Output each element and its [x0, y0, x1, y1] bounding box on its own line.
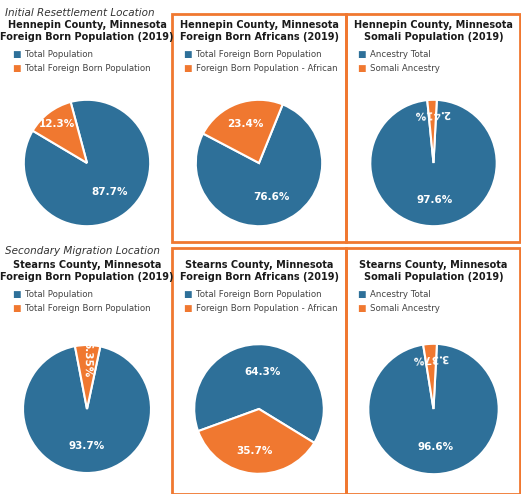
Text: ■: ■: [12, 290, 20, 299]
Text: ■: ■: [357, 304, 366, 313]
Text: 2.41%: 2.41%: [414, 108, 451, 119]
Text: ■: ■: [357, 50, 366, 59]
Text: Somali Population (2019): Somali Population (2019): [364, 32, 503, 42]
Wedge shape: [196, 104, 322, 226]
Text: Hennepin County, Minnesota: Hennepin County, Minnesota: [180, 20, 339, 30]
Text: ■: ■: [357, 290, 366, 299]
Text: 93.7%: 93.7%: [68, 441, 105, 451]
Text: Total Foreign Born Population: Total Foreign Born Population: [196, 50, 321, 59]
Wedge shape: [33, 102, 87, 163]
Wedge shape: [370, 100, 497, 226]
Text: Ancestry Total: Ancestry Total: [370, 290, 431, 299]
Text: 3.37%: 3.37%: [412, 352, 449, 364]
Wedge shape: [427, 100, 437, 163]
Text: Hennepin County, Minnesota: Hennepin County, Minnesota: [354, 20, 513, 30]
Text: Somali Ancestry: Somali Ancestry: [370, 64, 440, 73]
Text: Secondary Migration Location: Secondary Migration Location: [5, 246, 160, 256]
Text: Foreign Born Population - African: Foreign Born Population - African: [196, 304, 338, 313]
Text: 87.7%: 87.7%: [91, 187, 127, 197]
Wedge shape: [75, 345, 101, 409]
Text: Stearns County, Minnesota: Stearns County, Minnesota: [13, 260, 161, 270]
Text: Total Foreign Born Population: Total Foreign Born Population: [25, 64, 151, 73]
Text: Foreign Born Population (2019): Foreign Born Population (2019): [0, 32, 173, 42]
Text: 35.7%: 35.7%: [237, 446, 273, 456]
Text: Foreign Born Population (2019): Foreign Born Population (2019): [0, 272, 173, 282]
Text: Initial Resettlement Location: Initial Resettlement Location: [5, 8, 155, 18]
Wedge shape: [368, 344, 499, 474]
Text: 97.6%: 97.6%: [416, 195, 452, 205]
Text: Somali Ancestry: Somali Ancestry: [370, 304, 440, 313]
Text: ■: ■: [183, 64, 192, 73]
Text: Hennepin County, Minnesota: Hennepin County, Minnesota: [8, 20, 166, 30]
Text: 64.3%: 64.3%: [244, 367, 281, 376]
Text: 6.35%: 6.35%: [82, 341, 93, 377]
Text: Total Foreign Born Population: Total Foreign Born Population: [25, 304, 151, 313]
Text: ■: ■: [183, 304, 192, 313]
Text: Stearns County, Minnesota: Stearns County, Minnesota: [359, 260, 507, 270]
Text: Total Population: Total Population: [25, 290, 93, 299]
Text: ■: ■: [183, 50, 192, 59]
Text: Ancestry Total: Ancestry Total: [370, 50, 431, 59]
Text: Total Foreign Born Population: Total Foreign Born Population: [196, 290, 321, 299]
Text: ■: ■: [12, 50, 20, 59]
Wedge shape: [194, 344, 324, 443]
Text: Foreign Born Population - African: Foreign Born Population - African: [196, 64, 338, 73]
Text: ■: ■: [12, 304, 20, 313]
Text: ■: ■: [12, 64, 20, 73]
Wedge shape: [24, 100, 150, 226]
Wedge shape: [198, 409, 314, 474]
Text: Foreign Born Africans (2019): Foreign Born Africans (2019): [180, 32, 339, 42]
Text: ■: ■: [357, 64, 366, 73]
Text: Somali Population (2019): Somali Population (2019): [364, 272, 503, 282]
Text: 96.6%: 96.6%: [417, 442, 454, 452]
Text: 12.3%: 12.3%: [39, 119, 76, 129]
Wedge shape: [423, 344, 437, 409]
Wedge shape: [203, 100, 283, 163]
Text: 23.4%: 23.4%: [227, 120, 263, 129]
Text: ■: ■: [183, 290, 192, 299]
Text: 76.6%: 76.6%: [253, 193, 290, 203]
Wedge shape: [23, 346, 151, 473]
Text: Total Population: Total Population: [25, 50, 93, 59]
Text: Stearns County, Minnesota: Stearns County, Minnesota: [185, 260, 333, 270]
Text: Foreign Born Africans (2019): Foreign Born Africans (2019): [180, 272, 339, 282]
